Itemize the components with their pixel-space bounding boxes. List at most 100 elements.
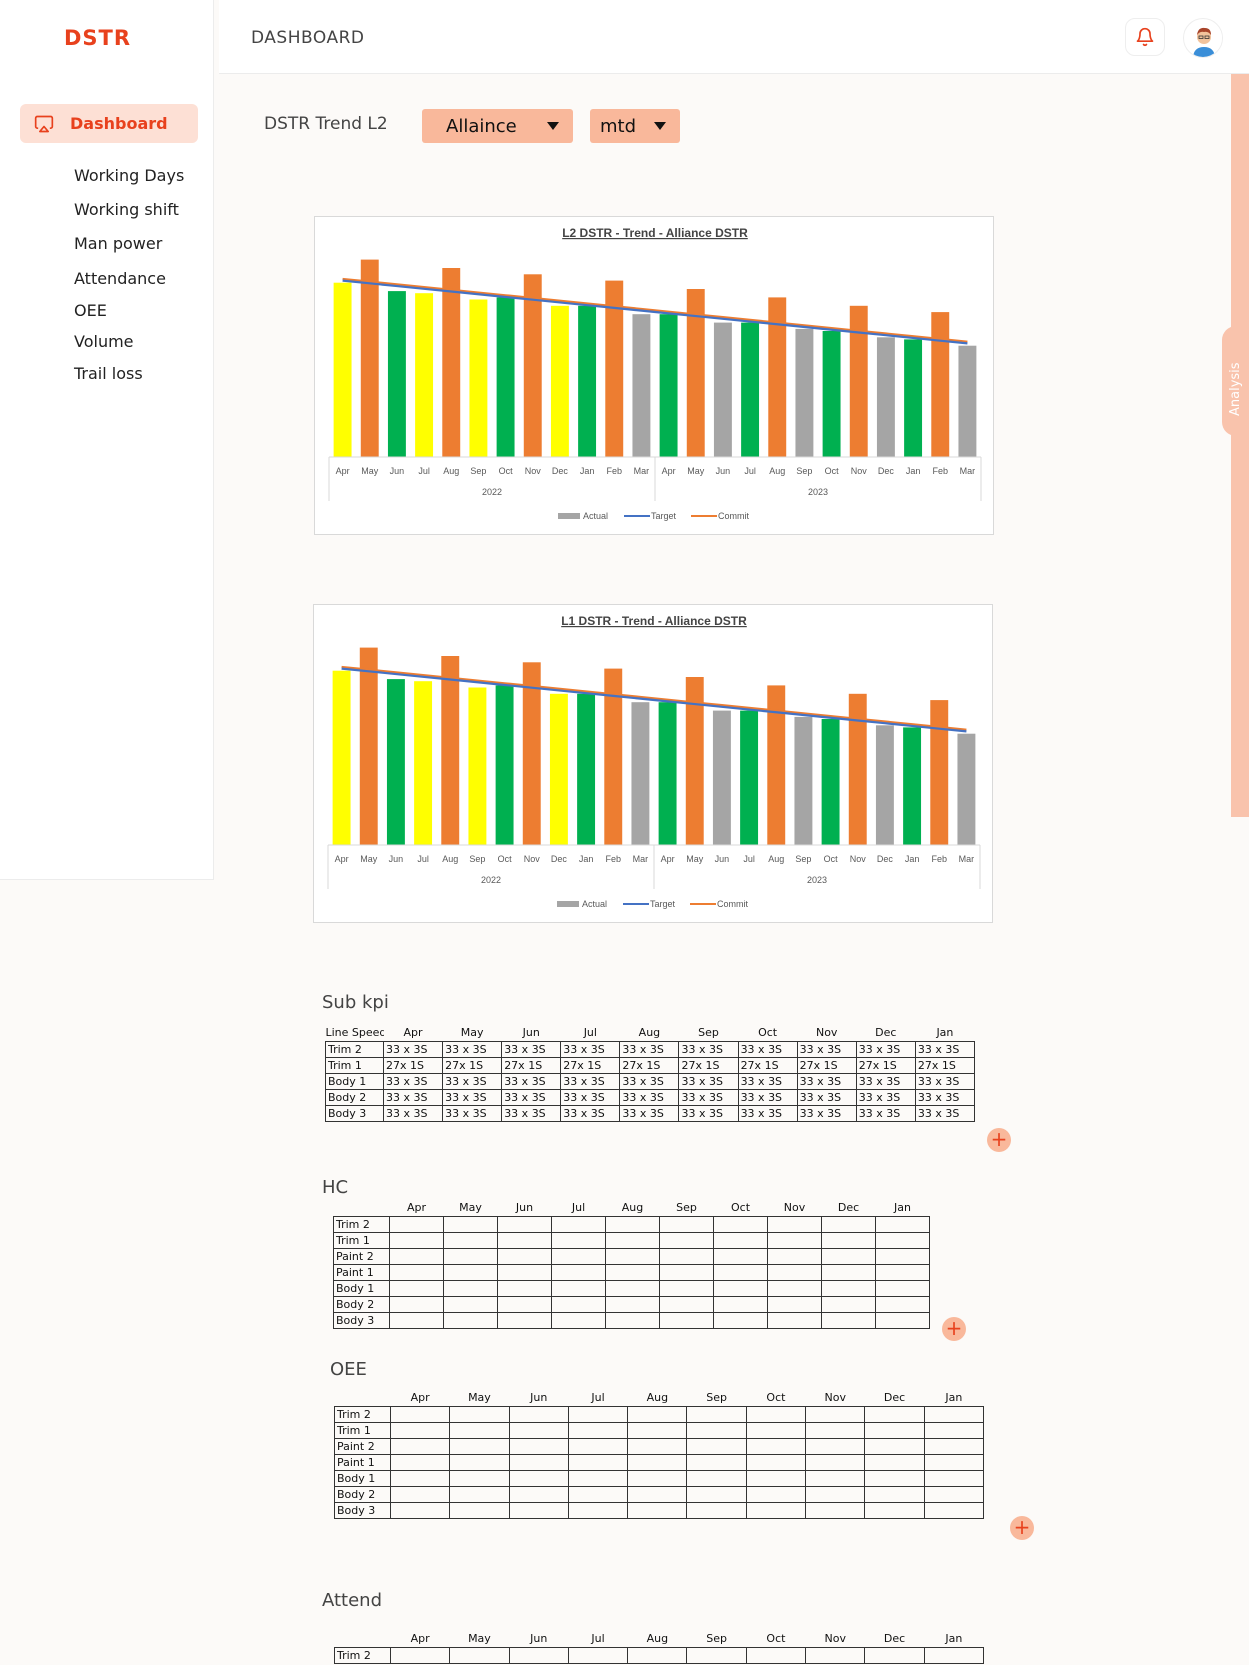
table-cell[interactable]: 33 x 3S (737, 1040, 798, 1058)
table-cell[interactable] (389, 1485, 451, 1503)
user-avatar[interactable] (1183, 18, 1223, 58)
table-cell[interactable] (389, 1453, 451, 1471)
table-cell[interactable] (605, 1231, 660, 1249)
table-cell[interactable] (449, 1421, 510, 1439)
period-dropdown[interactable]: mtd (590, 109, 680, 143)
table-cell[interactable] (449, 1437, 510, 1455)
table-cell[interactable] (605, 1295, 660, 1313)
table-cell[interactable] (686, 1421, 747, 1439)
table-cell[interactable] (745, 1405, 807, 1423)
table-cell[interactable] (497, 1215, 552, 1233)
table-cell[interactable] (605, 1215, 660, 1233)
table-cell[interactable] (443, 1231, 498, 1249)
table-cell[interactable]: 27x 1S (737, 1056, 798, 1074)
table-cell[interactable] (767, 1247, 822, 1265)
table-cell[interactable] (686, 1501, 747, 1519)
table-cell[interactable]: 33 x 3S (442, 1040, 503, 1058)
table-cell[interactable] (551, 1263, 606, 1281)
table-cell[interactable] (923, 1501, 985, 1519)
table-cell[interactable] (767, 1279, 822, 1297)
table-cell[interactable] (767, 1295, 822, 1313)
table-cell[interactable] (567, 1485, 629, 1503)
table-cell[interactable] (923, 1485, 985, 1503)
table-cell[interactable] (686, 1469, 747, 1487)
table-cell[interactable] (875, 1263, 930, 1281)
add-subkpi-button[interactable]: + (987, 1128, 1011, 1152)
table-cell[interactable] (864, 1469, 925, 1487)
table-cell[interactable]: 33 x 3S (678, 1104, 739, 1122)
table-cell[interactable] (767, 1215, 822, 1233)
table-cell[interactable] (875, 1231, 930, 1249)
table-cell[interactable] (864, 1646, 925, 1664)
table-cell[interactable] (767, 1311, 822, 1329)
table-cell[interactable]: 33 x 3S (560, 1040, 621, 1058)
table-cell[interactable] (805, 1485, 866, 1503)
notification-button[interactable] (1125, 18, 1165, 56)
table-cell[interactable] (567, 1405, 629, 1423)
table-cell[interactable]: 33 x 3S (914, 1088, 976, 1106)
table-cell[interactable] (805, 1453, 866, 1471)
table-cell[interactable]: 33 x 3S (501, 1040, 562, 1058)
table-cell[interactable] (627, 1421, 688, 1439)
table-cell[interactable] (389, 1469, 451, 1487)
table-cell[interactable] (745, 1469, 807, 1487)
table-cell[interactable] (508, 1469, 569, 1487)
table-cell[interactable] (567, 1437, 629, 1455)
table-cell[interactable]: 27x 1S (501, 1056, 562, 1074)
table-cell[interactable] (497, 1279, 552, 1297)
table-cell[interactable]: 33 x 3S (678, 1040, 739, 1058)
table-cell[interactable] (659, 1247, 714, 1265)
table-cell[interactable] (508, 1646, 569, 1664)
table-cell[interactable] (627, 1437, 688, 1455)
table-cell[interactable] (389, 1405, 451, 1423)
table-cell[interactable] (389, 1231, 444, 1249)
table-cell[interactable] (659, 1231, 714, 1249)
table-cell[interactable]: 33 x 3S (796, 1040, 857, 1058)
table-cell[interactable]: 33 x 3S (855, 1104, 916, 1122)
table-cell[interactable] (551, 1247, 606, 1265)
table-cell[interactable]: 27x 1S (619, 1056, 680, 1074)
table-cell[interactable] (821, 1311, 876, 1329)
table-cell[interactable]: 33 x 3S (678, 1072, 739, 1090)
table-cell[interactable]: 27x 1S (678, 1056, 739, 1074)
table-cell[interactable]: 27x 1S (442, 1056, 503, 1074)
table-cell[interactable] (767, 1263, 822, 1281)
table-cell[interactable] (389, 1646, 451, 1664)
table-cell[interactable] (923, 1405, 985, 1423)
table-cell[interactable] (805, 1405, 866, 1423)
table-cell[interactable] (567, 1646, 629, 1664)
table-cell[interactable] (443, 1215, 498, 1233)
table-cell[interactable] (627, 1469, 688, 1487)
table-cell[interactable]: 33 x 3S (737, 1072, 798, 1090)
table-cell[interactable] (659, 1215, 714, 1233)
table-cell[interactable] (497, 1247, 552, 1265)
table-cell[interactable]: 33 x 3S (678, 1088, 739, 1106)
table-cell[interactable] (551, 1311, 606, 1329)
table-cell[interactable] (821, 1247, 876, 1265)
table-cell[interactable] (923, 1453, 985, 1471)
table-cell[interactable]: 33 x 3S (560, 1104, 621, 1122)
table-cell[interactable] (567, 1421, 629, 1439)
table-cell[interactable] (805, 1437, 866, 1455)
table-cell[interactable] (497, 1311, 552, 1329)
analysis-tab[interactable]: Analysis (1222, 326, 1249, 436)
table-cell[interactable] (686, 1646, 747, 1664)
table-cell[interactable] (389, 1263, 444, 1281)
add-hc-button[interactable]: + (942, 1317, 966, 1341)
table-cell[interactable] (805, 1469, 866, 1487)
table-cell[interactable] (605, 1279, 660, 1297)
table-cell[interactable] (389, 1215, 444, 1233)
table-cell[interactable]: 33 x 3S (382, 1104, 444, 1122)
table-cell[interactable]: 33 x 3S (560, 1088, 621, 1106)
table-cell[interactable] (821, 1263, 876, 1281)
company-dropdown[interactable]: Allaince (422, 109, 573, 143)
table-cell[interactable]: 27x 1S (560, 1056, 621, 1074)
table-cell[interactable] (508, 1405, 569, 1423)
sidebar-item-oee[interactable]: OEE (74, 301, 107, 320)
table-cell[interactable] (389, 1421, 451, 1439)
table-cell[interactable] (551, 1231, 606, 1249)
table-cell[interactable] (821, 1215, 876, 1233)
table-cell[interactable] (449, 1469, 510, 1487)
table-cell[interactable] (627, 1501, 688, 1519)
table-cell[interactable] (875, 1311, 930, 1329)
